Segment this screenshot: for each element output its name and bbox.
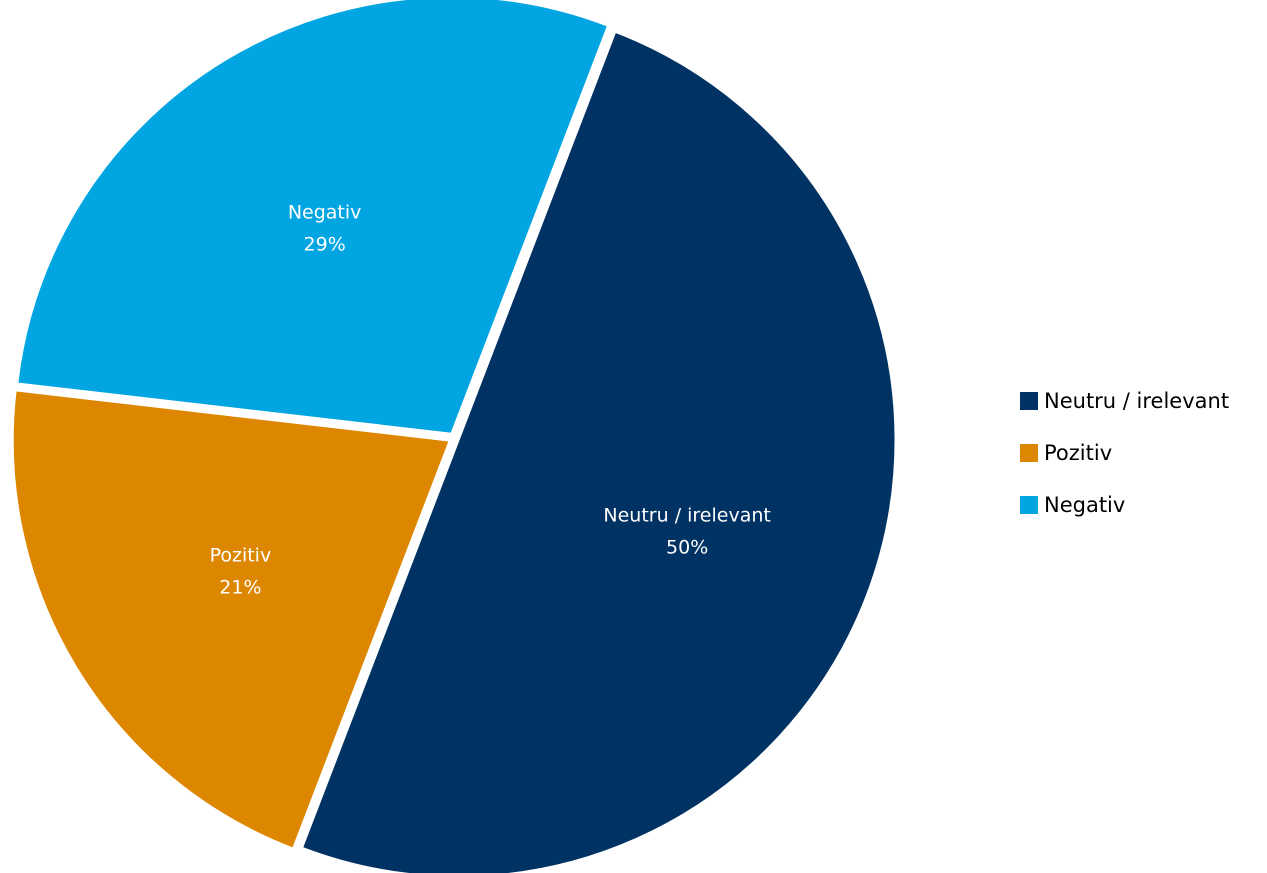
legend-item-pozitiv: Pozitiv (1020, 439, 1229, 467)
slice-label-negativ: Negativ 29% (288, 201, 362, 255)
legend-item-neutru: Neutru / irelevant (1020, 387, 1229, 415)
legend-item-negativ: Negativ (1020, 491, 1229, 519)
slice-label-pozitiv: Pozitiv 21% (210, 544, 272, 598)
pie-slice-negativ (16, 0, 610, 435)
pie-slice-neutru (300, 30, 897, 873)
slice-labels: Neutru / irelevant 50% Pozitiv 21% Negativ 29… (210, 201, 771, 598)
legend-swatch-pozitiv (1020, 444, 1038, 462)
legend-label-negativ: Negativ (1044, 493, 1126, 517)
slice-label-value-pozitiv: 21% (219, 576, 261, 598)
slice-label-name-pozitiv: Pozitiv (210, 544, 272, 566)
legend-swatch-neutru (1020, 392, 1038, 410)
slice-label-value-negativ: 29% (304, 233, 346, 255)
slice-label-name-neutru: Neutru / irelevant (603, 504, 770, 526)
slice-label-neutru: Neutru / irelevant 50% (603, 504, 770, 558)
legend-label-neutru: Neutru / irelevant (1044, 389, 1230, 413)
pie-slice-pozitiv (11, 389, 452, 850)
legend: Neutru / irelevant Pozitiv Negativ (1020, 387, 1229, 543)
pie-slices (11, 0, 897, 873)
legend-swatch-negativ (1020, 496, 1038, 514)
slice-label-name-negativ: Negativ (288, 201, 362, 223)
slice-label-value-neutru: 50% (666, 536, 708, 558)
legend-label-pozitiv: Pozitiv (1044, 441, 1113, 465)
